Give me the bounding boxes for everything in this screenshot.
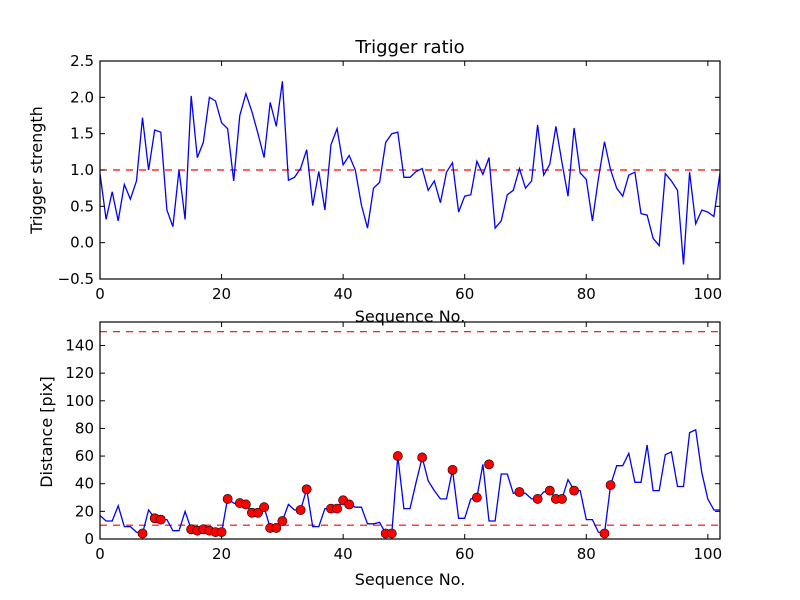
flagged-point-marker: [271, 523, 282, 533]
flagged-point-marker: [277, 516, 288, 526]
trigger-y-axis-label: Trigger strength: [27, 106, 46, 235]
distance-plot-area: [100, 331, 720, 539]
distance-y-tick-label: 40: [75, 475, 94, 493]
distance-y-tick-label: 100: [65, 392, 94, 410]
flagged-point-marker: [253, 507, 263, 518]
distance-y-tick-label: 140: [65, 336, 94, 354]
trigger-series-line: [100, 81, 720, 265]
flagged-point-marker: [447, 464, 458, 475]
trigger-x-tick-label: 100: [694, 285, 723, 303]
trigger-y-tick-label: 2.5: [70, 52, 94, 70]
flagged-point-marker: [240, 499, 251, 510]
flagged-point-marker: [544, 485, 555, 496]
distance-x-tick-label: 20: [212, 545, 231, 563]
distance-y-tick-label: 60: [75, 447, 94, 465]
distance-axes-frame: [99, 321, 721, 540]
flagged-point-marker: [137, 528, 148, 539]
flagged-point-marker: [471, 492, 482, 503]
trigger-y-tick-label: 1.5: [70, 125, 94, 143]
flagged-point-marker: [344, 499, 355, 510]
trigger-x-tick-label: 40: [334, 285, 353, 303]
flagged-point-marker: [155, 514, 166, 525]
flagged-point-marker: [392, 451, 403, 461]
distance-y-axis-label: Distance [pix]: [37, 376, 56, 488]
trigger-data-layer: [100, 81, 720, 265]
flagged-point-marker: [557, 494, 567, 504]
distance-ticks: 0 20 40 60 80 100 0 20 40 60 80 100 120 140: [65, 321, 723, 563]
trigger-y-tick-label: 0.5: [70, 197, 94, 215]
distance-axes: 0 20 40 60 80 100 0 20 40 60 80 100 120 140 Sequence …: [37, 321, 723, 589]
distance-x-tick-label: 60: [455, 545, 474, 563]
trigger-y-tick-label: 2.0: [70, 88, 94, 106]
flagged-point-marker: [332, 503, 342, 514]
flagged-point-marker: [259, 502, 270, 513]
trigger-y-tick-label: 1.0: [70, 161, 94, 179]
distance-y-tick-label: 20: [75, 502, 94, 520]
flagged-point-marker: [301, 484, 312, 495]
trigger-x-tick-label: 0: [95, 285, 105, 303]
distance-x-tick-label: 40: [334, 545, 353, 563]
distance-x-tick-label: 100: [694, 545, 723, 563]
distance-x-axis-label: Sequence No.: [355, 570, 466, 589]
trigger-y-tick-label: 0.0: [70, 234, 94, 252]
trigger-x-tick-label: 80: [577, 285, 596, 303]
trigger-y-tick-label: −0.5: [58, 270, 94, 288]
distance-y-tick-label: 120: [65, 364, 94, 382]
trigger-x-tick-label: 60: [455, 285, 474, 303]
flagged-point-marker: [484, 459, 494, 470]
flagged-point-marker: [569, 485, 580, 496]
distance-x-tick-label: 0: [95, 545, 105, 563]
trigger-x-tick-label: 20: [212, 285, 231, 303]
flagged-point-marker: [599, 528, 610, 539]
flagged-point-marker: [222, 494, 233, 504]
distance-x-tick-label: 80: [577, 545, 596, 563]
flagged-point-marker: [386, 528, 397, 539]
distance-y-tick-label: 80: [75, 419, 94, 437]
trigger-x-axis-label: Sequence No.: [355, 307, 466, 326]
flagged-point-marker: [605, 480, 616, 490]
flagged-point-marker: [295, 505, 306, 515]
trigger-ticks: 0 20 40 60 80 100 −0.5 0.0 0.5 1.0 1.5 2.0 2.5: [58, 52, 723, 303]
chart-title: Trigger ratio: [354, 37, 464, 58]
distance-y-tick-label: 0: [84, 530, 94, 548]
flagged-point-marker: [417, 452, 428, 463]
trigger-ratio-axes: Trigger ratio 0 20 40 60 80 100 −0.5 0.0 0.5 1.0 1…: [27, 37, 722, 326]
flagged-point-marker: [514, 487, 525, 497]
flagged-point-marker: [532, 494, 543, 504]
trigger-plot-area: [100, 81, 720, 265]
